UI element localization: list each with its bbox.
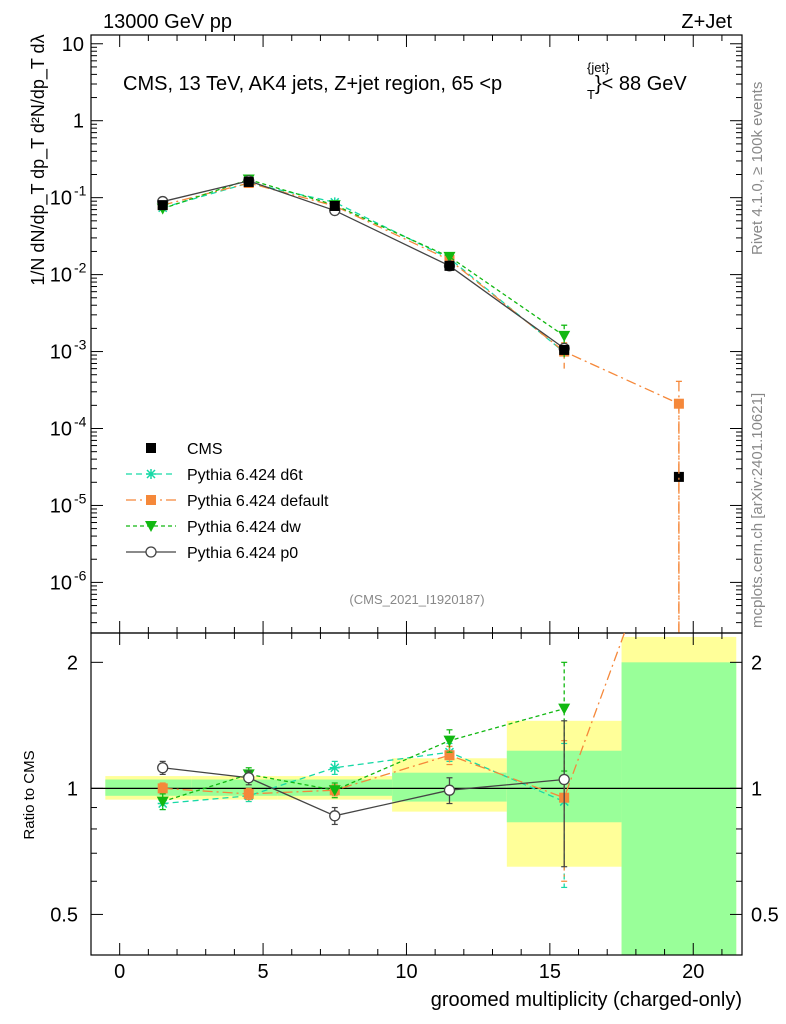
ratio-point-p0 xyxy=(558,773,570,786)
ratio-y-tick-label-right: 0.5 xyxy=(751,904,779,926)
legend-label: Pythia 6.424 p0 xyxy=(187,545,298,562)
header-right: Z+Jet xyxy=(681,11,732,33)
main-ylabel: 1/N dN/dp_T dp_T d²N/dp_T dλ xyxy=(28,34,49,285)
y-tick-label: 10 xyxy=(62,34,84,56)
point-data xyxy=(559,344,570,355)
legend-marker xyxy=(146,469,156,479)
x-tick-label: 5 xyxy=(258,961,269,983)
x-tick-label: 20 xyxy=(682,961,704,983)
ratio-y-tick-label-right: 2 xyxy=(751,652,762,674)
ratio-frame xyxy=(90,632,743,956)
ratio-point-default xyxy=(243,788,254,799)
side-text-top: Rivet 4.1.0, ≥ 100k events xyxy=(749,82,766,255)
legend-label: Pythia 6.424 dw xyxy=(187,519,301,536)
series-default xyxy=(157,178,684,633)
point-dw xyxy=(558,330,571,342)
x-tick-label: 0 xyxy=(114,961,125,983)
legend-marker xyxy=(145,521,157,532)
ratio-point-p0 xyxy=(157,762,169,774)
y-tick-exponent: -5 xyxy=(74,490,87,506)
x-axis-label: groomed multiplicity (charged-only) xyxy=(431,989,742,1011)
series-data xyxy=(157,176,684,482)
x-tick-label: 10 xyxy=(395,961,417,983)
side-bottom-group: mcplots.cern.ch [arXiv:2401.10621] xyxy=(749,393,766,628)
y-tick-label: 10 xyxy=(50,265,72,287)
series-line-d6t xyxy=(162,182,565,353)
series-p0 xyxy=(157,175,570,355)
y-tick-exponent: -6 xyxy=(74,567,87,583)
y-tick-exponent: -3 xyxy=(74,337,87,353)
y-tick-label: 10 xyxy=(50,495,72,517)
point-data xyxy=(444,260,455,271)
ratio-panel: 0.5 0.51 12 20 5 10 15 20 xyxy=(50,632,779,983)
ratio-band-inner xyxy=(105,779,192,796)
ratio-point-p0 xyxy=(243,772,255,784)
y-tick-label: 10 xyxy=(50,188,72,210)
y-tick-label: 1 xyxy=(73,111,84,133)
legend-marker xyxy=(145,546,157,558)
ratio-point-dw xyxy=(156,796,169,808)
legend-marker xyxy=(146,495,156,505)
y-tick-label: 10 xyxy=(50,419,72,441)
point-data xyxy=(673,471,684,482)
y-tick-exponent: -2 xyxy=(74,260,87,276)
point-data xyxy=(157,200,168,211)
ratio-point-p0 xyxy=(443,784,456,796)
header-left: 13000 GeV pp xyxy=(103,11,232,33)
plot-title-sup: {jet} xyxy=(587,60,610,75)
ratio-point-dw xyxy=(558,703,571,715)
point-data xyxy=(243,176,254,187)
legend-item: Pythia 6.424 p0 xyxy=(126,545,298,562)
ratio-y-tick-label-right: 1 xyxy=(751,778,762,800)
point-data xyxy=(329,200,340,211)
y-tick-label: 10 xyxy=(50,572,72,594)
ratio-ylabel: Ratio to CMS xyxy=(21,750,38,839)
legend-item: CMS xyxy=(146,441,223,458)
ratio-point-d6t xyxy=(329,762,340,773)
ratio-band-inner xyxy=(621,662,737,955)
side-top-group: Rivet 4.1.0, ≥ 100k events xyxy=(749,82,766,255)
legend-item: Pythia 6.424 d6t xyxy=(126,467,303,484)
plot-title: CMS, 13 TeV, AK4 jets, Z+jet region, 65 … xyxy=(123,73,502,95)
ratio-y-tick-label: 2 xyxy=(67,652,78,674)
ratio-point-dw xyxy=(328,785,341,797)
legend-marker xyxy=(146,443,156,453)
legend: CMS Pythia 6.424 d6t Pythia 6.424 default P… xyxy=(126,441,329,562)
legend-item: Pythia 6.424 dw xyxy=(126,519,301,536)
ratio-band-inner xyxy=(191,779,278,796)
y-tick-exponent: -4 xyxy=(74,414,87,430)
legend-label: Pythia 6.424 d6t xyxy=(187,467,303,484)
plot-title-tail: }< 88 GeV xyxy=(595,73,687,95)
y-tick-exponent: -1 xyxy=(74,183,87,199)
ratio-point-default xyxy=(444,750,455,761)
point-dw xyxy=(443,251,456,263)
x-tick-label: 15 xyxy=(539,961,561,983)
series-line-dw xyxy=(162,178,565,337)
side-text-bottom: mcplots.cern.ch [arXiv:2401.10621] xyxy=(749,393,766,628)
ratio-y-tick-label: 0.5 xyxy=(50,904,78,926)
ratio-line-default xyxy=(162,632,626,799)
ratio-point-default xyxy=(157,783,168,794)
ratio-y-tick-label: 1 xyxy=(67,778,78,800)
legend-label: CMS xyxy=(187,441,223,458)
ratio-point-dw xyxy=(443,735,456,747)
legend-item: Pythia 6.424 default xyxy=(126,493,329,510)
series-line-default xyxy=(162,182,680,405)
series-dw xyxy=(156,174,571,360)
ratio-series-dw xyxy=(156,661,571,811)
main-frame xyxy=(90,34,743,634)
ratio-point-p0 xyxy=(329,810,341,822)
ratio-ylabel-group: Ratio to CMS xyxy=(21,750,38,839)
main-ylabel-text: 1/N dN/dp_T dp_T d²N/dp_T dλ xyxy=(28,34,49,285)
ratio-series-p0 xyxy=(157,720,570,868)
legend-label: Pythia 6.424 default xyxy=(187,493,329,510)
series-line-p0 xyxy=(162,180,565,349)
ratio-line-d6t xyxy=(162,751,565,805)
series-d6t xyxy=(157,178,570,358)
analysis-id: (CMS_2021_I1920187) xyxy=(349,592,484,607)
y-tick-label: 10 xyxy=(50,342,72,364)
plot-title-sub: T xyxy=(587,87,595,102)
